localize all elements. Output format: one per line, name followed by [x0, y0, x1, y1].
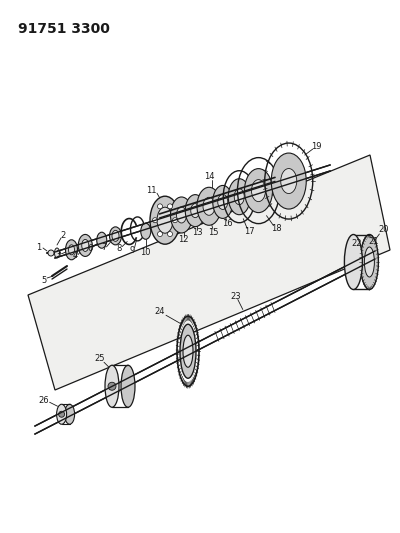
Text: 2: 2: [60, 230, 66, 239]
Ellipse shape: [170, 197, 192, 233]
Text: 14: 14: [204, 173, 215, 181]
Circle shape: [58, 411, 64, 417]
Circle shape: [152, 217, 158, 223]
Ellipse shape: [68, 245, 74, 255]
Polygon shape: [28, 155, 390, 390]
Ellipse shape: [110, 227, 122, 245]
Ellipse shape: [244, 168, 272, 213]
Ellipse shape: [213, 185, 233, 219]
Text: 8: 8: [116, 244, 122, 253]
Text: 20: 20: [378, 225, 389, 235]
Text: 18: 18: [271, 224, 282, 233]
Text: 1: 1: [36, 243, 42, 252]
Ellipse shape: [157, 207, 173, 233]
Text: 17: 17: [244, 227, 254, 236]
Ellipse shape: [97, 232, 107, 248]
Ellipse shape: [64, 404, 74, 424]
Ellipse shape: [271, 153, 306, 209]
Text: 16: 16: [222, 220, 233, 229]
Circle shape: [168, 204, 172, 209]
Ellipse shape: [234, 189, 244, 205]
Ellipse shape: [180, 324, 196, 378]
Ellipse shape: [141, 223, 151, 239]
Text: 24: 24: [155, 307, 165, 316]
Text: 25: 25: [95, 354, 105, 363]
Ellipse shape: [344, 235, 362, 289]
Ellipse shape: [281, 168, 297, 193]
Ellipse shape: [360, 235, 378, 289]
Text: 19: 19: [312, 142, 322, 150]
Circle shape: [158, 231, 162, 237]
Ellipse shape: [82, 239, 89, 252]
Ellipse shape: [54, 248, 60, 258]
Circle shape: [158, 204, 162, 209]
Text: 4: 4: [73, 251, 78, 260]
Ellipse shape: [105, 365, 119, 407]
Text: 5: 5: [41, 276, 47, 285]
Text: 11: 11: [146, 185, 156, 195]
Circle shape: [168, 231, 172, 237]
Text: 6: 6: [87, 244, 92, 253]
Ellipse shape: [364, 247, 374, 277]
Text: 15: 15: [208, 228, 218, 237]
Ellipse shape: [112, 230, 119, 241]
Ellipse shape: [176, 207, 186, 223]
Text: 91751 3300: 91751 3300: [18, 22, 110, 36]
Text: 10: 10: [140, 248, 151, 257]
Text: 12: 12: [178, 236, 189, 245]
Text: 23: 23: [230, 292, 241, 301]
Ellipse shape: [191, 204, 200, 217]
Text: 13: 13: [192, 228, 202, 237]
Ellipse shape: [56, 404, 66, 424]
Circle shape: [48, 250, 54, 256]
Ellipse shape: [252, 180, 266, 201]
Ellipse shape: [185, 195, 205, 227]
Ellipse shape: [183, 335, 193, 367]
Text: 26: 26: [38, 395, 49, 405]
Circle shape: [172, 217, 178, 223]
Ellipse shape: [66, 240, 78, 260]
Ellipse shape: [203, 197, 215, 215]
Ellipse shape: [197, 187, 221, 225]
Ellipse shape: [228, 179, 250, 215]
Ellipse shape: [121, 365, 135, 407]
Text: 21: 21: [368, 238, 379, 246]
Ellipse shape: [218, 195, 228, 209]
Ellipse shape: [78, 235, 92, 256]
Text: 7: 7: [101, 244, 106, 252]
Text: 3: 3: [55, 251, 60, 259]
Text: 22: 22: [351, 239, 362, 248]
Ellipse shape: [150, 196, 180, 244]
Circle shape: [108, 382, 116, 390]
Text: 9: 9: [130, 246, 135, 255]
